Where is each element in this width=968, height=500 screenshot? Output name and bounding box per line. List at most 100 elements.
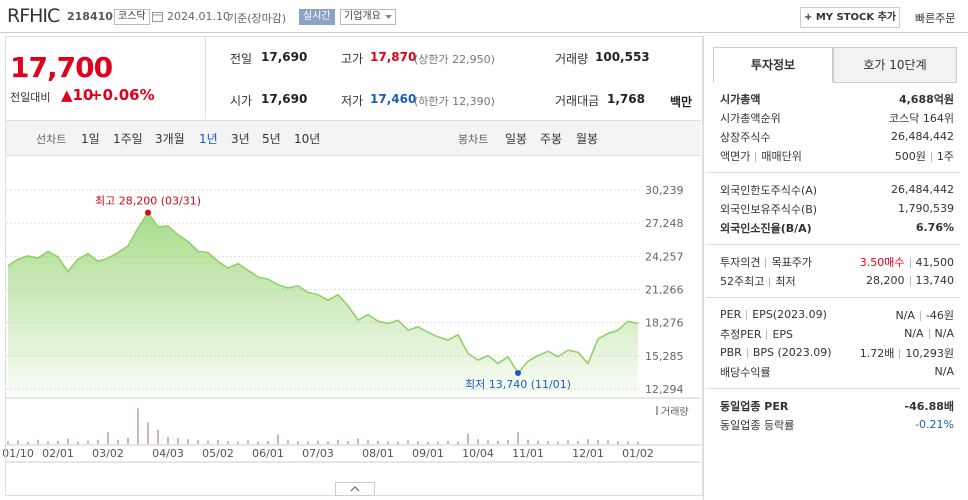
overview-button[interactable]: 기업개요 — [340, 9, 396, 25]
info-row: PER EPS(2023.09) N/A -46원 — [706, 305, 960, 324]
value-text: N/A — [904, 327, 924, 340]
value-text: 10,293원 — [905, 346, 954, 360]
candle-tab[interactable]: 일봉 — [505, 132, 528, 146]
y-tick-label: 30,239 — [645, 184, 684, 197]
value-text: -46.88배 — [904, 399, 954, 413]
volume-bar — [477, 439, 479, 444]
label-text: EPS(2023.09) — [752, 308, 827, 321]
x-tick-label: 03/02 — [92, 447, 124, 460]
volume-bar — [317, 440, 319, 444]
volume-bar — [57, 440, 59, 444]
info-value: N/A — [935, 365, 954, 378]
volume-bar — [247, 440, 249, 444]
separator — [909, 276, 911, 286]
info-value: -46.88배 — [905, 398, 954, 414]
info-label: PBR BPS (2023.09) — [720, 346, 832, 359]
x-tick-label: 08/01 — [362, 447, 394, 460]
volume-bar — [617, 441, 619, 444]
info-value: 26,484,442 — [891, 130, 954, 143]
period-tab[interactable]: 1주일 — [113, 132, 143, 146]
period-tab[interactable]: 3년 — [231, 132, 250, 146]
info-label: 시가총액 — [720, 91, 760, 107]
summary-note: (상한가 22,950) — [414, 53, 495, 66]
value-text: -46원 — [925, 308, 954, 322]
separator — [766, 329, 768, 340]
info-row: 동일업종 등락률 -0.21% — [706, 415, 960, 434]
label-text: 추정PER — [720, 327, 762, 341]
info-row: PBR BPS (2023.09) 1.72배 10,293원 — [706, 343, 960, 362]
realtime-button[interactable]: 실시간 — [299, 9, 335, 25]
volume-bar — [167, 436, 169, 444]
info-label: 동일업종 등락률 — [720, 417, 794, 433]
scroll-handle[interactable] — [335, 482, 375, 496]
value-text: 26,484,442 — [891, 130, 954, 143]
info-value: 6.76% — [916, 221, 954, 234]
info-value: 26,484,442 — [891, 183, 954, 196]
summary-label: 거래량 — [555, 52, 589, 66]
volume-bar — [447, 440, 449, 444]
sidebar-tab[interactable]: 투자정보 — [713, 47, 833, 82]
volume-bar — [287, 440, 289, 444]
summary-label: 고가 — [341, 52, 364, 66]
info-row: 투자의견 목표주가 3.50매수 41,500 — [706, 252, 960, 271]
mystock-button[interactable]: + MY STOCK 추가 — [800, 7, 900, 28]
order-button[interactable]: 빠른주문 — [915, 12, 956, 25]
summary-note: (하한가 12,390) — [414, 95, 495, 108]
divider — [205, 36, 206, 119]
volume-bar — [177, 438, 179, 444]
volume-bar — [347, 441, 349, 444]
info-value: 4,688억원 — [899, 91, 954, 107]
volume-bar — [607, 440, 609, 444]
volume-bar — [297, 441, 299, 444]
label-text: 동일업종 등락률 — [720, 418, 795, 432]
sidebar-tab[interactable]: 호가 10단계 — [833, 47, 957, 83]
value-text: 13,740 — [915, 274, 955, 287]
volume-bar — [527, 439, 529, 444]
volume-bar — [557, 441, 559, 444]
value-text: 1.72배 — [859, 346, 895, 360]
y-tick-label: 15,285 — [645, 350, 684, 363]
summary-value: 1,768 — [607, 92, 645, 106]
label-text: 52주최고 — [720, 274, 765, 288]
info-label: 상장주식수 — [720, 129, 771, 145]
legend-swatch — [656, 406, 658, 415]
period-tab[interactable]: 1년 — [199, 132, 218, 146]
volume-bar — [547, 441, 549, 444]
x-tick-label: 02/01 — [42, 447, 74, 460]
value-text: N/A — [934, 365, 954, 378]
value-text: 코스닥 164위 — [889, 111, 954, 125]
info-value: 1,790,539 — [898, 202, 954, 215]
period-tab[interactable]: 10년 — [294, 132, 321, 146]
label-text: 매매단위 — [761, 149, 802, 163]
label-text: 동일업종 PER — [720, 399, 789, 413]
period-tab[interactable]: 3개월 — [155, 132, 185, 146]
volume-bar — [407, 440, 409, 444]
info-label: 동일업종 PER — [720, 398, 788, 414]
info-label: 액면가 매매단위 — [720, 148, 802, 164]
volume-bar — [367, 440, 369, 444]
tab-label: 선차트 — [36, 133, 67, 146]
period-tab[interactable]: 5년 — [262, 132, 281, 146]
info-label: PER EPS(2023.09) — [720, 308, 827, 321]
divider — [0, 32, 968, 33]
volume-bar — [7, 441, 9, 444]
candle-tab[interactable]: 월봉 — [576, 132, 599, 146]
sidebar-list: 시가총액 4,688억원 시가총액순위 코스닥 164위 상장주식수 26,484,442… — [706, 82, 960, 441]
volume-bar — [117, 439, 119, 444]
candle-tab[interactable]: 주봉 — [540, 132, 563, 146]
info-value: 3.50매수 41,500 — [860, 254, 954, 270]
period-tab[interactable]: 1일 — [81, 132, 100, 146]
stock-code: 218410 — [67, 10, 113, 23]
value-text: 26,484,442 — [891, 183, 954, 196]
info-row: 추정PER EPS N/A N/A — [706, 324, 960, 343]
high-dot — [145, 209, 151, 216]
separator — [746, 310, 748, 320]
x-tick-label: 01/10 — [2, 447, 34, 460]
info-value: N/A -46원 — [895, 307, 954, 323]
volume-bar — [637, 441, 639, 444]
summary-label: 시가 — [230, 94, 253, 108]
separator — [755, 151, 757, 162]
volume-bar — [327, 441, 329, 444]
volume-bar — [357, 438, 359, 444]
